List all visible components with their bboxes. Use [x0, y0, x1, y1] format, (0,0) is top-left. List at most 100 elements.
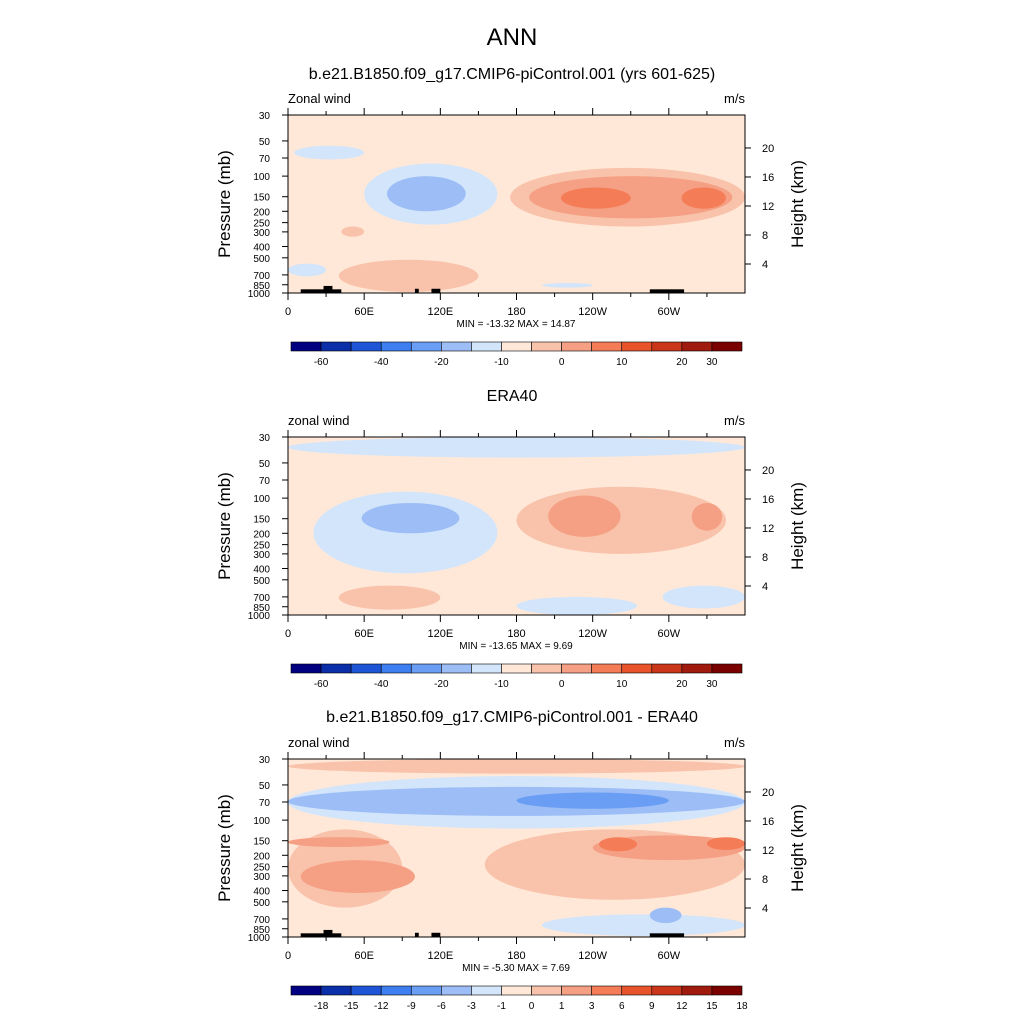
- topography-mask: [649, 933, 685, 937]
- y-tick-label: 200: [253, 851, 270, 862]
- colorbar-label: 9: [649, 1001, 655, 1012]
- main-title: ANN: [487, 24, 538, 51]
- colorbar-swatch: [651, 341, 683, 352]
- contour-region: [681, 187, 726, 209]
- x-tick-label: 120W: [578, 950, 607, 962]
- contour-region: [706, 837, 745, 850]
- colorbar-label: 6: [619, 1001, 625, 1012]
- y-tick-label: 70: [259, 154, 271, 165]
- colorbar-swatch: [591, 985, 623, 996]
- colorbar-label: 30: [706, 357, 718, 368]
- topography-mask: [649, 289, 685, 293]
- y2-tick-label: 4: [762, 903, 768, 915]
- colorbar-swatch: [531, 341, 562, 352]
- y2-tick-label: 16: [762, 172, 774, 184]
- contour-region: [288, 437, 745, 458]
- contour-region: [662, 585, 745, 609]
- colorbar-label: 15: [706, 1001, 718, 1012]
- contour-region: [361, 502, 460, 534]
- colorbar: -60 -40 -20 -10 0 10 20 30: [290, 341, 743, 368]
- topography-mask: [431, 288, 441, 293]
- colorbar-label: -10: [494, 679, 509, 690]
- colorbar-swatch: [501, 341, 532, 352]
- y2-tick-label: 20: [762, 465, 774, 477]
- colorbar-label: 12: [676, 1001, 688, 1012]
- y2-axis: 20 16 12 8 4 Height (km): [745, 465, 807, 593]
- topography-mask: [323, 929, 333, 937]
- topography-mask: [431, 932, 441, 937]
- colorbar-swatch: [681, 663, 713, 674]
- colorbar-label: -15: [344, 1001, 359, 1012]
- colorbar-label: 0: [559, 679, 565, 690]
- colorbar-swatch: [501, 985, 532, 996]
- x-tick-label: 120E: [427, 306, 453, 318]
- x-tick-label: 0: [285, 950, 291, 962]
- y-tick-label: 30: [259, 755, 271, 766]
- colorbar-label: 0: [559, 357, 565, 368]
- y-tick-label: 1000: [248, 611, 271, 622]
- contour-region: [541, 914, 745, 936]
- y-tick-label: 500: [253, 254, 270, 265]
- topography-mask: [300, 289, 342, 293]
- x-tick-label: 180: [507, 950, 525, 962]
- contour-region: [288, 759, 745, 774]
- y-tick-label: 300: [253, 228, 270, 239]
- topography-mask: [323, 285, 333, 293]
- colorbar-label: -20: [434, 679, 449, 690]
- stats-label: MIN = -13.32 MAX = 14.87: [457, 319, 576, 330]
- y2-tick-label: 8: [762, 552, 768, 564]
- panel-variable-label: zonal wind: [288, 413, 349, 428]
- x-axis: 0 60E 120E 180 120W 60W: [285, 430, 708, 640]
- y2-tick-label: 8: [762, 874, 768, 886]
- y-tick-label: 50: [259, 459, 271, 470]
- x-tick-label: 120E: [427, 950, 453, 962]
- colorbar-label: 30: [706, 679, 718, 690]
- colorbar-swatch: [651, 663, 683, 674]
- y-tick-label: 200: [253, 207, 270, 218]
- y-tick-label: 850: [253, 603, 270, 614]
- contour-region: [548, 495, 621, 537]
- colorbar-swatch: [531, 663, 562, 674]
- contour-region: [599, 837, 638, 852]
- y-tick-label: 850: [253, 281, 270, 292]
- colorbar-swatch: [711, 341, 743, 352]
- x-tick-label: 60W: [658, 950, 681, 962]
- topography-mask: [414, 932, 419, 937]
- y2-axis-label: Height (km): [788, 482, 807, 570]
- contour-region: [341, 226, 365, 237]
- y2-tick-label: 16: [762, 816, 774, 828]
- panel-1: b.e21.B1850.f09_g17.CMIP6-piControl.001 …: [215, 66, 807, 368]
- y2-axis-label: Height (km): [788, 160, 807, 248]
- colorbar-label: -9: [407, 1001, 416, 1012]
- colorbar-swatch: [471, 341, 502, 352]
- y-tick-label: 400: [253, 242, 270, 253]
- y2-tick-label: 12: [762, 201, 774, 213]
- colorbar-swatch: [561, 985, 592, 996]
- colorbar-swatch: [320, 341, 352, 352]
- contour-region: [294, 145, 365, 160]
- colorbar-label: -6: [437, 1001, 446, 1012]
- x-axis: 0 60E 120E 180 120W 60W: [285, 108, 708, 318]
- colorbar-swatch: [561, 341, 592, 352]
- colorbar-label: 1: [559, 1001, 565, 1012]
- topography-mask: [414, 288, 419, 293]
- colorbar-swatch: [531, 985, 562, 996]
- y-tick-label: 1000: [248, 933, 271, 944]
- topography-mask: [300, 933, 342, 937]
- x-tick-label: 0: [285, 628, 291, 640]
- colorbar-label: 0: [529, 1001, 535, 1012]
- contour-region: [288, 263, 327, 277]
- contour-region: [288, 786, 745, 816]
- colorbar-swatch: [410, 985, 442, 996]
- colorbar-label: -1: [497, 1001, 506, 1012]
- x-tick-label: 60W: [658, 306, 681, 318]
- x-tick-label: 0: [285, 306, 291, 318]
- colorbar-label: -18: [314, 1001, 329, 1012]
- y-tick-label: 300: [253, 872, 270, 883]
- colorbar-swatch: [681, 985, 713, 996]
- y-tick-label: 70: [259, 476, 271, 487]
- y2-tick-label: 20: [762, 143, 774, 155]
- colorbar-label: 10: [616, 679, 628, 690]
- colorbar-swatch: [290, 985, 322, 996]
